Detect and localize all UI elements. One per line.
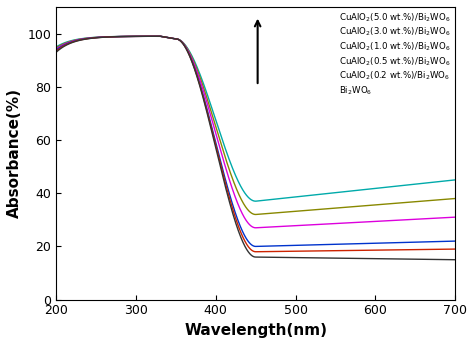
Y-axis label: Absorbance(%): Absorbance(%) <box>7 88 22 218</box>
Legend: CuAlO$_2$(5.0 wt.%)/Bi$_2$WO$_6$, CuAlO$_2$(3.0 wt.%)/Bi$_2$WO$_6$, CuAlO$_2$(1.: CuAlO$_2$(5.0 wt.%)/Bi$_2$WO$_6$, CuAlO$… <box>339 11 451 97</box>
X-axis label: Wavelength(nm): Wavelength(nm) <box>184 323 327 338</box>
